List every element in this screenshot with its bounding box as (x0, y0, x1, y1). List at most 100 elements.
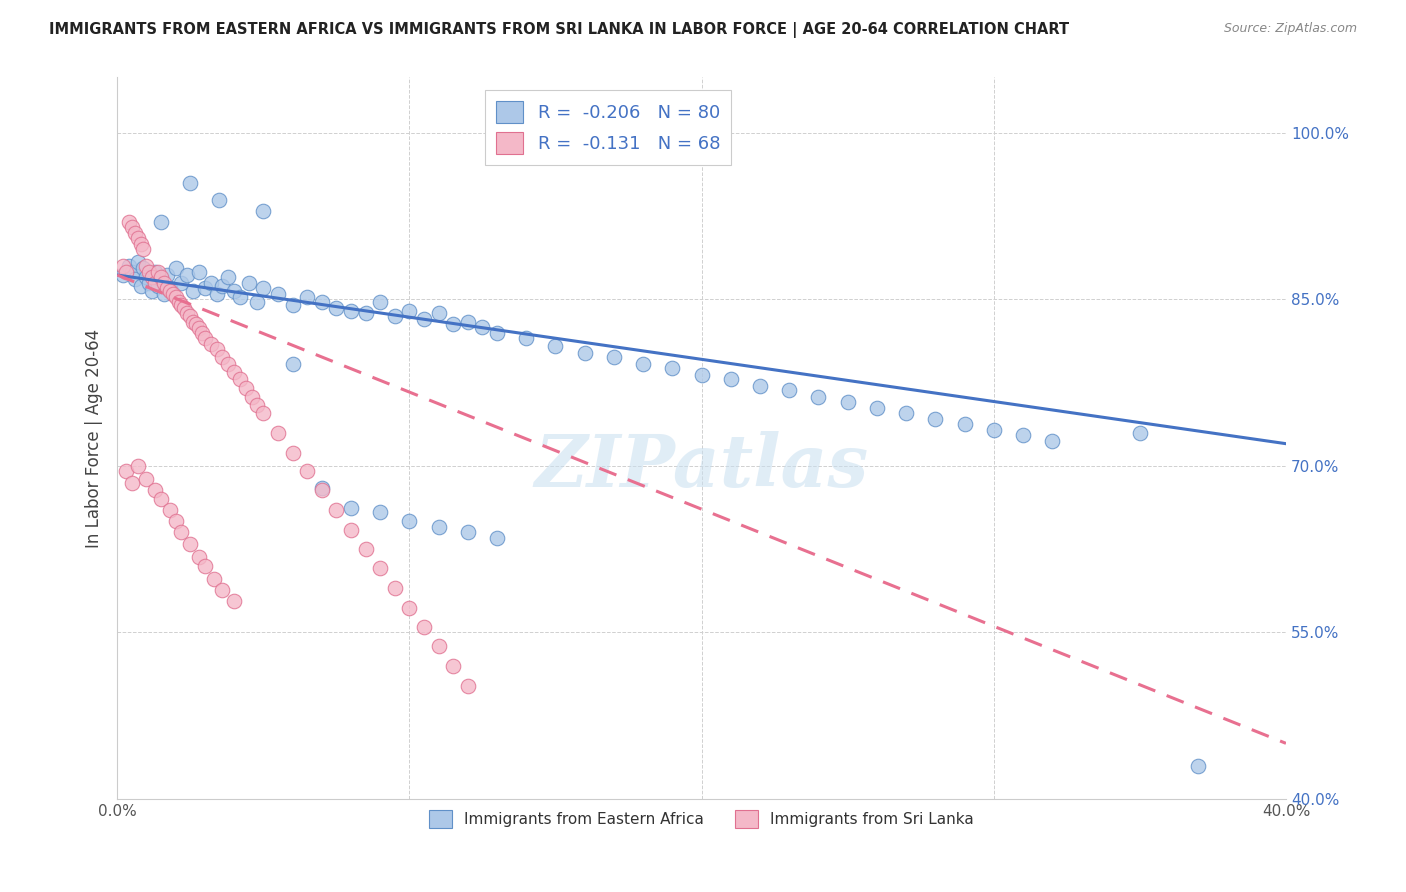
Point (127, 458, 149, 473)
Point (211, 583, 233, 598)
Point (188, 549, 211, 564)
Point (165, 290, 187, 304)
Point (281, 357, 304, 371)
Point (121, 220, 143, 235)
Point (953, 417, 976, 431)
Point (132, 261, 155, 276)
Point (129, 236, 152, 251)
Point (229, 372, 252, 386)
Point (267, 425, 290, 440)
Legend: Immigrants from Eastern Africa, Immigrants from Sri Lanka: Immigrants from Eastern Africa, Immigran… (423, 804, 980, 835)
Point (295, 465, 318, 479)
Point (188, 265, 211, 279)
Point (413, 312, 436, 326)
Point (150, 492, 173, 507)
Point (720, 372, 742, 386)
Point (115, 265, 138, 279)
Point (143, 276, 166, 290)
Point (121, 265, 143, 279)
Point (211, 350, 233, 364)
Point (603, 350, 626, 364)
Point (311, 294, 333, 309)
Point (574, 345, 596, 359)
Point (235, 381, 257, 395)
Point (156, 268, 179, 282)
Point (127, 254, 149, 268)
Point (340, 303, 363, 318)
Point (165, 514, 187, 528)
Point (1129, 425, 1152, 440)
Point (311, 483, 333, 498)
Point (194, 281, 217, 295)
Point (135, 259, 157, 273)
Point (184, 317, 207, 331)
Point (340, 523, 363, 537)
Point (1040, 434, 1063, 449)
Point (281, 445, 304, 459)
Point (170, 298, 193, 312)
Point (368, 561, 391, 575)
Point (368, 294, 391, 309)
Point (112, 259, 135, 273)
Point (398, 601, 420, 615)
Point (135, 472, 157, 486)
Point (118, 215, 141, 229)
Point (222, 594, 245, 608)
Point (150, 215, 173, 229)
Point (252, 203, 274, 218)
Point (165, 261, 187, 276)
Point (179, 309, 201, 323)
Point (368, 506, 391, 520)
Point (924, 412, 946, 426)
Point (132, 243, 155, 257)
Point (246, 294, 269, 309)
Point (112, 268, 135, 282)
Point (894, 406, 917, 420)
Point (181, 315, 204, 329)
Point (188, 321, 211, 335)
Point (150, 272, 173, 286)
Point (181, 284, 204, 298)
Point (127, 231, 149, 245)
Point (457, 679, 479, 693)
Point (807, 390, 830, 404)
Point (194, 331, 217, 345)
Point (238, 276, 260, 290)
Point (211, 279, 233, 293)
Point (143, 265, 166, 279)
Y-axis label: In Labor Force | Age 20-64: In Labor Force | Age 20-64 (86, 328, 103, 548)
Point (135, 270, 157, 285)
Text: Source: ZipAtlas.com: Source: ZipAtlas.com (1223, 22, 1357, 36)
Point (170, 525, 193, 540)
Point (138, 265, 160, 279)
Point (486, 531, 509, 545)
Point (194, 558, 217, 573)
Text: ZIPatlas: ZIPatlas (534, 432, 869, 502)
Point (146, 265, 169, 279)
Point (167, 294, 190, 309)
Point (191, 326, 214, 340)
Point (202, 572, 225, 586)
Point (176, 268, 198, 282)
Point (837, 394, 859, 409)
Point (354, 542, 377, 557)
Point (311, 481, 333, 495)
Point (246, 398, 269, 412)
Point (141, 270, 163, 285)
Point (778, 384, 800, 398)
Point (413, 620, 436, 634)
Point (398, 514, 420, 528)
Point (471, 320, 494, 334)
Point (866, 401, 889, 416)
Point (229, 290, 252, 304)
Point (427, 639, 450, 653)
Point (398, 303, 420, 318)
Point (200, 276, 222, 290)
Point (217, 357, 239, 371)
Point (983, 423, 1005, 437)
Point (159, 503, 181, 517)
Point (457, 525, 479, 540)
Point (295, 290, 318, 304)
Point (354, 306, 377, 320)
Point (217, 270, 239, 285)
